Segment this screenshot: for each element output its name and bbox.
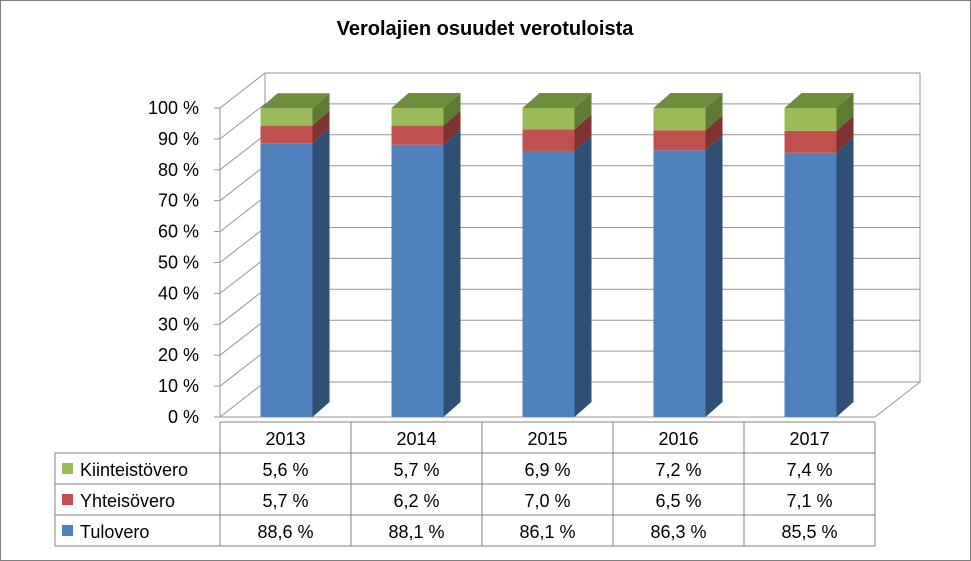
bar-tulovero-2016 xyxy=(653,150,706,417)
bar-yhteisövero-2014 xyxy=(391,125,444,145)
data-label-kiinteistövero-2014: 5,7 % xyxy=(393,460,439,480)
side-gridline xyxy=(219,258,266,294)
bar-side-kiinteistövero-2013 xyxy=(312,93,330,126)
data-label-yhteisövero-2016: 6,5 % xyxy=(655,491,701,511)
y-tick-label: 70 % xyxy=(158,191,199,211)
data-label-yhteisövero-2017: 7,1 % xyxy=(786,491,832,511)
bar-side-tulovero-2017 xyxy=(836,137,854,417)
data-label-kiinteistövero-2016: 7,2 % xyxy=(655,460,701,480)
legend-swatch-yhteisövero xyxy=(62,494,73,505)
legend-label-tulovero: Tulovero xyxy=(80,522,149,542)
bar-kiinteistövero-2015 xyxy=(522,108,575,130)
side-gridline xyxy=(219,227,266,263)
bar-top-kiinteistövero-2017 xyxy=(784,93,854,108)
x-category-label: 2015 xyxy=(527,429,567,449)
bar-side-yhteisövero-2017 xyxy=(836,115,854,153)
y-tick-label: 50 % xyxy=(158,253,199,273)
side-gridline xyxy=(219,103,266,140)
bar-top-kiinteistövero-2015 xyxy=(522,93,592,108)
x-category-label: 2016 xyxy=(658,429,698,449)
y-tick-label: 30 % xyxy=(158,314,199,334)
y-tick-label: 20 % xyxy=(158,345,199,365)
bar-kiinteistövero-2016 xyxy=(653,108,706,131)
data-label-tulovero-2013: 88,6 % xyxy=(257,522,313,542)
data-label-kiinteistövero-2015: 6,9 % xyxy=(524,460,570,480)
x-category-label: 2017 xyxy=(789,429,829,449)
bar-top-kiinteistövero-2016 xyxy=(653,93,723,108)
side-gridline xyxy=(219,134,266,171)
legend-swatch-kiinteistövero xyxy=(62,463,73,474)
bar-tulovero-2015 xyxy=(522,150,575,418)
y-tick-label: 60 % xyxy=(158,222,199,242)
bar-yhteisövero-2016 xyxy=(653,130,706,151)
x-category-label: 2013 xyxy=(265,429,305,449)
data-label-yhteisövero-2015: 7,0 % xyxy=(524,491,570,511)
bar-side-yhteisövero-2013 xyxy=(312,110,330,144)
legend-label-yhteisövero: Yhteisövero xyxy=(80,491,175,511)
y-tick-label: 100 % xyxy=(148,98,199,118)
x-category-label: 2014 xyxy=(396,429,436,449)
y-tick-label: 40 % xyxy=(158,283,199,303)
bar-side-yhteisövero-2014 xyxy=(443,110,461,145)
bar-side-kiinteistövero-2017 xyxy=(836,93,854,131)
y-tick-label: 0 % xyxy=(168,407,199,427)
data-label-tulovero-2014: 88,1 % xyxy=(388,522,444,542)
bar-tulovero-2014 xyxy=(391,144,444,417)
bar-side-tulovero-2013 xyxy=(312,128,330,417)
y-tick-label: 90 % xyxy=(158,129,199,149)
data-label-yhteisövero-2014: 6,2 % xyxy=(393,491,439,511)
bar-stack-2014 xyxy=(391,93,461,417)
bar-side-kiinteistövero-2015 xyxy=(574,93,592,130)
bar-kiinteistövero-2014 xyxy=(391,108,444,126)
y-tick-label: 80 % xyxy=(158,160,199,180)
bar-kiinteistövero-2013 xyxy=(260,108,313,126)
bar-side-tulovero-2015 xyxy=(574,135,592,418)
bar-side-yhteisövero-2016 xyxy=(705,115,723,151)
bar-side-kiinteistövero-2016 xyxy=(705,93,723,131)
bar-kiinteistövero-2017 xyxy=(784,108,837,131)
side-gridline xyxy=(219,196,266,232)
data-label-kiinteistövero-2013: 5,6 % xyxy=(262,460,308,480)
side-gridline xyxy=(219,350,266,387)
bar-top-kiinteistövero-2013 xyxy=(260,93,330,109)
data-label-yhteisövero-2013: 5,7 % xyxy=(262,491,308,511)
bars xyxy=(260,93,854,418)
bar-side-yhteisövero-2015 xyxy=(574,114,592,151)
side-gridline xyxy=(219,72,266,109)
side-gridline xyxy=(219,319,266,356)
data-label-tulovero-2016: 86,3 % xyxy=(650,522,706,542)
bar-stack-2016 xyxy=(653,93,723,417)
bar-yhteisövero-2013 xyxy=(260,125,313,144)
bar-tulovero-2013 xyxy=(260,143,313,417)
bar-side-tulovero-2014 xyxy=(443,129,461,417)
y-tick-label: 10 % xyxy=(158,376,199,396)
y-axis: 0 % 10 % 20 % 30 % 40 % 50 % 60 % 70 % 80 % 90 % 1… xyxy=(148,98,199,427)
bar-side-tulovero-2016 xyxy=(705,135,723,417)
legend-swatch-tulovero xyxy=(62,525,73,536)
side-gridline xyxy=(219,165,266,202)
chart-title: Verolajien osuudet verotuloista xyxy=(337,18,635,40)
side-gridline xyxy=(219,288,266,325)
data-label-kiinteistövero-2017: 7,4 % xyxy=(786,460,832,480)
bar-stack-2015 xyxy=(522,93,592,418)
bar-stack-2017 xyxy=(784,93,854,417)
bar-yhteisövero-2015 xyxy=(522,129,575,151)
bar-stack-2013 xyxy=(260,93,330,417)
bar-tulovero-2017 xyxy=(784,152,837,417)
bar-yhteisövero-2017 xyxy=(784,130,837,153)
data-label-tulovero-2015: 86,1 % xyxy=(519,522,575,542)
bar-side-kiinteistövero-2014 xyxy=(443,93,461,126)
data-table: 2013 2014 2015 2016 2017 Kiinteistövero 5,6 % 5… xyxy=(54,421,876,547)
legend-label-kiinteistövero: Kiinteistövero xyxy=(80,460,188,480)
bar-top-kiinteistövero-2014 xyxy=(391,93,461,108)
data-label-tulovero-2017: 85,5 % xyxy=(781,522,837,542)
